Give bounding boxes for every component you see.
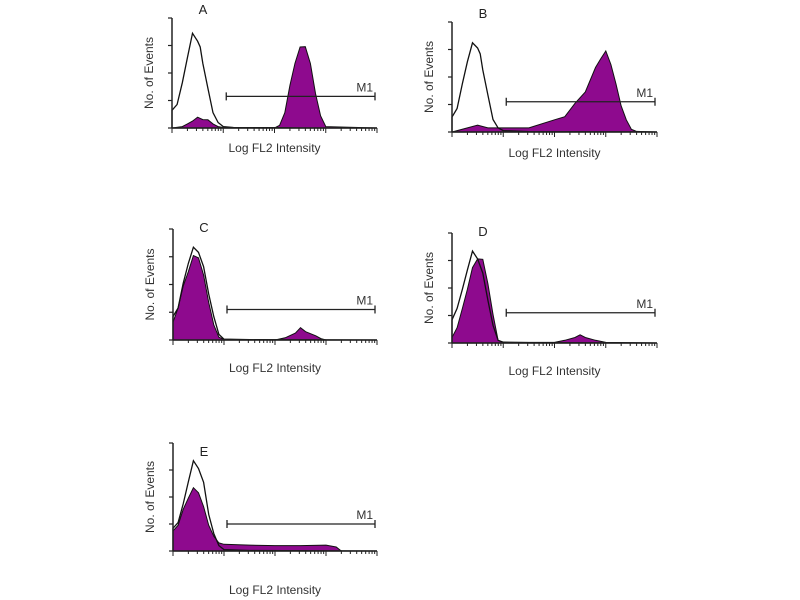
panel-a: M1 A Log FL2 Intensity No. of Events (142, 2, 378, 155)
histogram-filled (172, 254, 377, 341)
y-axis-label: No. of Events (143, 461, 157, 533)
histogram-outline (172, 459, 378, 552)
histogram-filled (172, 486, 377, 552)
x-axis-label: Log FL2 Intensity (228, 141, 320, 155)
panel-title: D (478, 224, 487, 239)
histogram-filled (451, 49, 658, 133)
gate-m1-label: M1 (356, 293, 373, 307)
panel-title: E (200, 444, 209, 459)
gate-m1-label: M1 (356, 508, 373, 522)
panel-title: A (199, 2, 208, 17)
y-axis-label: No. of Events (422, 41, 436, 113)
x-axis-label: Log FL2 Intensity (508, 364, 600, 378)
histogram-filled (171, 46, 378, 129)
x-axis-label: Log FL2 Intensity (229, 583, 321, 597)
x-axis-label: Log FL2 Intensity (508, 146, 600, 160)
gate-m1-label: M1 (356, 80, 373, 94)
gate-m1-label: M1 (636, 86, 653, 100)
gate-m1-label: M1 (636, 297, 653, 311)
panel-title: C (199, 220, 208, 235)
y-axis-label: No. of Events (422, 252, 436, 324)
panel-e: M1 E Log FL2 Intensity No. of Events (143, 442, 378, 597)
histogram-outline (171, 31, 377, 129)
panel-d: M1 D Log FL2 Intensity No. of Events (422, 224, 658, 378)
panel-title: B (479, 6, 488, 21)
panel-c: M1 C Log FL2 Intensity No. of Events (143, 220, 378, 375)
y-axis-label: No. of Events (142, 37, 156, 109)
histogram-outline (451, 41, 658, 133)
panel-b: M1 B Log FL2 Intensity No. of Events (422, 6, 658, 160)
x-axis-label: Log FL2 Intensity (229, 361, 321, 375)
y-axis-label: No. of Events (143, 248, 157, 320)
